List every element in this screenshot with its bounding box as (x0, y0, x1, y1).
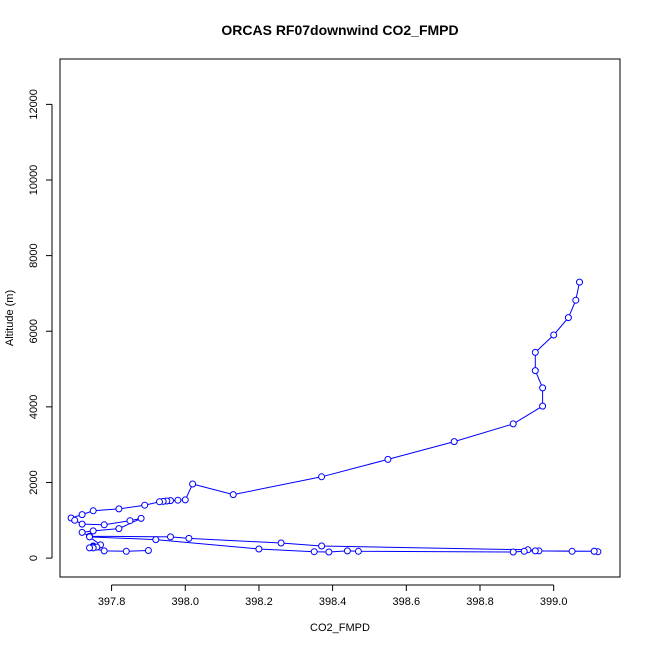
y-tick-label: 8000 (28, 243, 40, 267)
data-point (152, 536, 160, 544)
data-point (531, 547, 539, 555)
y-tick-label: 2000 (28, 470, 40, 494)
x-tick-label: 398.0 (171, 596, 199, 608)
data-point (89, 507, 97, 515)
data-point (144, 547, 152, 554)
x-tick-label: 398.6 (393, 596, 421, 608)
data-point (167, 533, 174, 541)
data-point (115, 505, 123, 513)
chart-title: ORCAS RF07downwind CO2_FMPD (221, 22, 458, 38)
data-point (126, 517, 134, 525)
data-point (277, 539, 285, 547)
x-tick-label: 398.8 (466, 596, 494, 608)
x-tick-label: 397.8 (98, 596, 126, 608)
data-point (531, 367, 539, 375)
data-point (78, 528, 86, 536)
data-point (590, 547, 598, 555)
x-axis: 397.8 398.0 398.2 398.4 398.6 398.8 399.0 (98, 584, 568, 608)
data-point (318, 542, 326, 550)
y-tick-label: 0 (28, 555, 40, 561)
data-point (86, 544, 93, 552)
data-point (310, 548, 318, 556)
data-point (550, 331, 558, 339)
data-point (564, 314, 572, 322)
data-point (539, 384, 547, 392)
data-point (568, 547, 576, 555)
data-point (78, 520, 86, 528)
x-tick-label: 398.4 (319, 596, 347, 608)
data-point (325, 548, 333, 556)
data-point (509, 420, 517, 428)
data-point (174, 496, 182, 504)
data-point (89, 527, 97, 535)
data-point (185, 534, 193, 542)
y-tick-label: 4000 (28, 395, 40, 419)
y-axis: 0 2000 4000 6000 8000 10000 12000 (28, 89, 53, 561)
data-point (354, 547, 362, 555)
x-tick-label: 399.0 (540, 596, 568, 608)
data-point (531, 348, 539, 356)
data-point (137, 514, 145, 522)
data-point (450, 438, 458, 446)
x-tick-label: 398.2 (245, 596, 273, 608)
data-point (156, 498, 163, 506)
data-point (100, 521, 108, 529)
data-point (78, 511, 86, 519)
data-point (71, 516, 79, 524)
data-point (181, 496, 189, 504)
data-point (122, 547, 130, 555)
data-point (343, 547, 351, 555)
y-tick-label: 12000 (28, 89, 40, 120)
data-point (255, 545, 263, 553)
data-point (115, 525, 123, 533)
data-point (572, 296, 580, 304)
data-series (67, 278, 602, 556)
data-point (384, 455, 392, 463)
data-point (509, 548, 517, 556)
x-axis-label: CO2_FMPD (310, 622, 370, 634)
data-point (141, 501, 149, 509)
data-point (229, 491, 237, 499)
y-axis-label: Altitude (m) (4, 290, 16, 346)
data-point (189, 480, 197, 488)
data-point (520, 547, 528, 555)
data-point (86, 533, 93, 541)
data-point (100, 547, 108, 555)
plot-frame (59, 58, 621, 578)
data-point (318, 473, 326, 481)
y-tick-label: 6000 (28, 319, 40, 343)
data-point (539, 402, 547, 410)
data-point (576, 278, 583, 286)
y-tick-label: 10000 (28, 165, 40, 196)
